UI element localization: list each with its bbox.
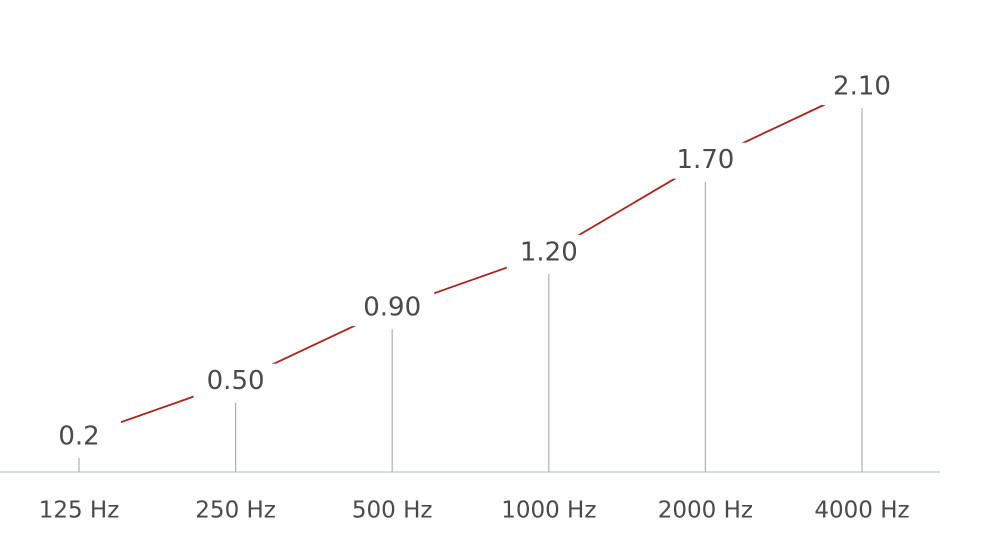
label-background (663, 142, 748, 179)
label-background (506, 234, 591, 271)
value-label: 0.2 (58, 422, 99, 452)
value-label: 0.50 (207, 366, 265, 396)
x-tick-label: 4000 Hz (814, 498, 909, 524)
x-tick-label: 2000 Hz (658, 498, 753, 524)
label-background (820, 69, 904, 105)
x-tick-label: 125 Hz (39, 498, 120, 524)
value-label: 2.10 (833, 72, 891, 102)
value-label: 1.70 (676, 145, 734, 175)
label-background (350, 290, 435, 327)
label-background (37, 419, 121, 455)
label-background (193, 363, 278, 400)
x-tick-label: 250 Hz (195, 498, 276, 524)
x-tick-label: 500 Hz (352, 498, 433, 524)
value-label: 0.90 (363, 293, 421, 323)
x-tick-label: 1000 Hz (501, 498, 596, 524)
value-label: 1.20 (520, 237, 578, 267)
